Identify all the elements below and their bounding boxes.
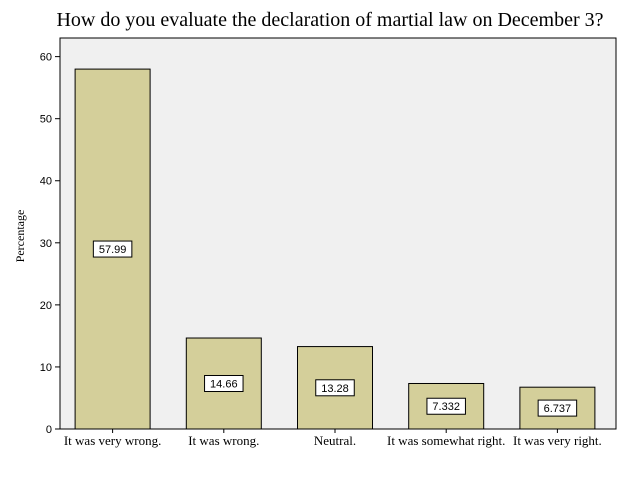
y-tick-label: 40	[40, 176, 52, 188]
y-axis: 0 10 20 30 40 50 60	[40, 52, 60, 436]
data-label-box	[426, 397, 466, 415]
x-tick-label: Neutral.	[314, 433, 356, 448]
x-tick-label: It was wrong.	[188, 433, 259, 448]
data-label: 57.99	[99, 244, 127, 256]
x-tick-label: It was very wrong.	[64, 433, 161, 448]
data-label: 7.332	[432, 401, 460, 413]
data-label-box	[92, 240, 133, 258]
y-tick-label: 60	[40, 52, 52, 64]
y-tick-label: 50	[40, 114, 52, 126]
chart-title: How do you evaluate the declaration of m…	[56, 9, 603, 31]
y-tick-label: 0	[46, 424, 52, 436]
data-label: 14.66	[210, 379, 238, 391]
bar	[519, 386, 596, 430]
x-tick-label: It was very right.	[513, 433, 602, 448]
y-tick-label: 30	[40, 238, 52, 250]
data-label: 13.28	[321, 383, 349, 395]
data-label: 6.737	[544, 403, 572, 415]
y-tick-label: 20	[40, 300, 52, 312]
data-label-box	[315, 379, 355, 397]
data-label-box	[204, 375, 244, 393]
y-axis-label: Percentage	[13, 210, 27, 263]
x-axis: It was very wrong. It was wrong. Neutral. I…	[64, 429, 602, 448]
data-label-box	[537, 399, 578, 417]
bars-group: 57.99 14.66 13.28 7.332 6.737	[74, 68, 596, 430]
x-tick-label: It was somewhat right.	[387, 433, 505, 448]
y-tick-label: 10	[40, 362, 52, 374]
